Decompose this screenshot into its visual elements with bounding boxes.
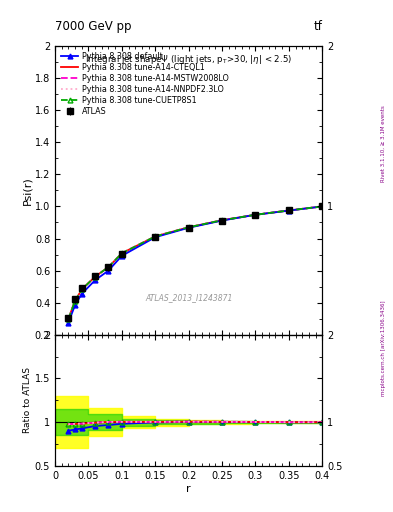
Pythia 8.308 tune-A14-CTEQL1	[286, 207, 291, 214]
Pythia 8.308 tune-A14-CTEQL1	[253, 211, 258, 218]
Pythia 8.308 tune-A14-NNPDF2.3LO	[119, 250, 124, 257]
Pythia 8.308 tune-A14-MSTW2008LO	[253, 211, 258, 218]
Pythia 8.308 tune-A14-MSTW2008LO	[66, 316, 71, 322]
Pythia 8.308 default	[320, 203, 325, 209]
Pythia 8.308 default	[253, 211, 258, 218]
Pythia 8.308 tune-CUETP8S1	[153, 233, 158, 240]
Pythia 8.308 tune-CUETP8S1	[320, 203, 325, 209]
Pythia 8.308 default	[220, 218, 224, 224]
Pythia 8.308 tune-A14-MSTW2008LO	[286, 207, 291, 214]
Pythia 8.308 tune-A14-MSTW2008LO	[106, 264, 111, 270]
Text: Rivet 3.1.10, ≥ 3.1M events: Rivet 3.1.10, ≥ 3.1M events	[381, 105, 386, 182]
Pythia 8.308 tune-A14-MSTW2008LO	[93, 273, 97, 280]
Pythia 8.308 tune-A14-MSTW2008LO	[79, 286, 84, 292]
Pythia 8.308 tune-A14-NNPDF2.3LO	[320, 203, 325, 209]
Pythia 8.308 tune-CUETP8S1	[79, 286, 84, 292]
Pythia 8.308 default	[106, 267, 111, 273]
Pythia 8.308 default	[286, 207, 291, 214]
Pythia 8.308 tune-A14-CTEQL1	[66, 316, 71, 322]
Pythia 8.308 tune-CUETP8S1	[66, 316, 71, 322]
Pythia 8.308 tune-A14-CTEQL1	[93, 273, 97, 280]
Pythia 8.308 tune-CUETP8S1	[286, 207, 291, 214]
Pythia 8.308 tune-A14-CTEQL1	[186, 224, 191, 230]
Y-axis label: Ratio to ATLAS: Ratio to ATLAS	[23, 367, 32, 433]
Text: Integral jet shape$\Psi$ (light jets, $\mathregular{p_T}$>30, $|\eta|$ < 2.5): Integral jet shape$\Psi$ (light jets, $\…	[85, 53, 292, 66]
X-axis label: r: r	[186, 483, 191, 494]
Pythia 8.308 tune-A14-NNPDF2.3LO	[79, 286, 84, 292]
Pythia 8.308 default	[66, 319, 71, 326]
Pythia 8.308 tune-A14-CTEQL1	[320, 203, 325, 209]
Pythia 8.308 tune-CUETP8S1	[119, 250, 124, 257]
Pythia 8.308 tune-A14-NNPDF2.3LO	[286, 207, 291, 214]
Pythia 8.308 tune-A14-CTEQL1	[106, 264, 111, 270]
Pythia 8.308 tune-A14-NNPDF2.3LO	[186, 224, 191, 230]
Pythia 8.308 tune-A14-MSTW2008LO	[153, 233, 158, 240]
Pythia 8.308 tune-A14-CTEQL1	[220, 217, 224, 223]
Pythia 8.308 tune-A14-NNPDF2.3LO	[93, 273, 97, 280]
Line: Pythia 8.308 default: Pythia 8.308 default	[66, 204, 325, 325]
Pythia 8.308 tune-A14-CTEQL1	[119, 250, 124, 257]
Pythia 8.308 tune-A14-MSTW2008LO	[119, 250, 124, 257]
Pythia 8.308 tune-A14-CTEQL1	[73, 297, 77, 304]
Legend: Pythia 8.308 default, Pythia 8.308 tune-A14-CTEQL1, Pythia 8.308 tune-A14-MSTW20: Pythia 8.308 default, Pythia 8.308 tune-…	[59, 50, 230, 117]
Pythia 8.308 tune-CUETP8S1	[73, 297, 77, 304]
Pythia 8.308 default	[93, 277, 97, 283]
Pythia 8.308 tune-A14-MSTW2008LO	[220, 217, 224, 223]
Pythia 8.308 default	[73, 302, 77, 308]
Pythia 8.308 tune-A14-NNPDF2.3LO	[66, 316, 71, 322]
Pythia 8.308 default	[119, 253, 124, 259]
Pythia 8.308 tune-A14-NNPDF2.3LO	[106, 264, 111, 270]
Pythia 8.308 tune-CUETP8S1	[253, 211, 258, 218]
Line: Pythia 8.308 tune-A14-CTEQL1: Pythia 8.308 tune-A14-CTEQL1	[68, 206, 322, 319]
Pythia 8.308 tune-CUETP8S1	[93, 273, 97, 280]
Pythia 8.308 tune-CUETP8S1	[186, 224, 191, 230]
Text: ATLAS_2013_I1243871: ATLAS_2013_I1243871	[145, 293, 232, 302]
Pythia 8.308 tune-A14-CTEQL1	[153, 233, 158, 240]
Pythia 8.308 tune-A14-MSTW2008LO	[186, 224, 191, 230]
Pythia 8.308 tune-CUETP8S1	[220, 217, 224, 223]
Text: mcplots.cern.ch [arXiv:1306.3436]: mcplots.cern.ch [arXiv:1306.3436]	[381, 301, 386, 396]
Line: Pythia 8.308 tune-A14-MSTW2008LO: Pythia 8.308 tune-A14-MSTW2008LO	[68, 206, 322, 319]
Y-axis label: Psi(r): Psi(r)	[22, 176, 32, 205]
Pythia 8.308 tune-A14-NNPDF2.3LO	[153, 233, 158, 240]
Pythia 8.308 default	[153, 234, 158, 240]
Pythia 8.308 tune-A14-NNPDF2.3LO	[73, 297, 77, 304]
Pythia 8.308 tune-A14-NNPDF2.3LO	[253, 211, 258, 218]
Pythia 8.308 tune-A14-MSTW2008LO	[73, 297, 77, 304]
Pythia 8.308 tune-A14-CTEQL1	[79, 286, 84, 292]
Line: Pythia 8.308 tune-A14-NNPDF2.3LO: Pythia 8.308 tune-A14-NNPDF2.3LO	[68, 206, 322, 319]
Text: 7000 GeV pp: 7000 GeV pp	[55, 20, 132, 33]
Pythia 8.308 default	[79, 291, 84, 297]
Pythia 8.308 tune-A14-MSTW2008LO	[320, 203, 325, 209]
Pythia 8.308 default	[186, 225, 191, 231]
Line: Pythia 8.308 tune-CUETP8S1: Pythia 8.308 tune-CUETP8S1	[66, 204, 325, 322]
Text: tf: tf	[313, 20, 322, 33]
Pythia 8.308 tune-CUETP8S1	[106, 264, 111, 270]
Pythia 8.308 tune-A14-NNPDF2.3LO	[220, 217, 224, 223]
